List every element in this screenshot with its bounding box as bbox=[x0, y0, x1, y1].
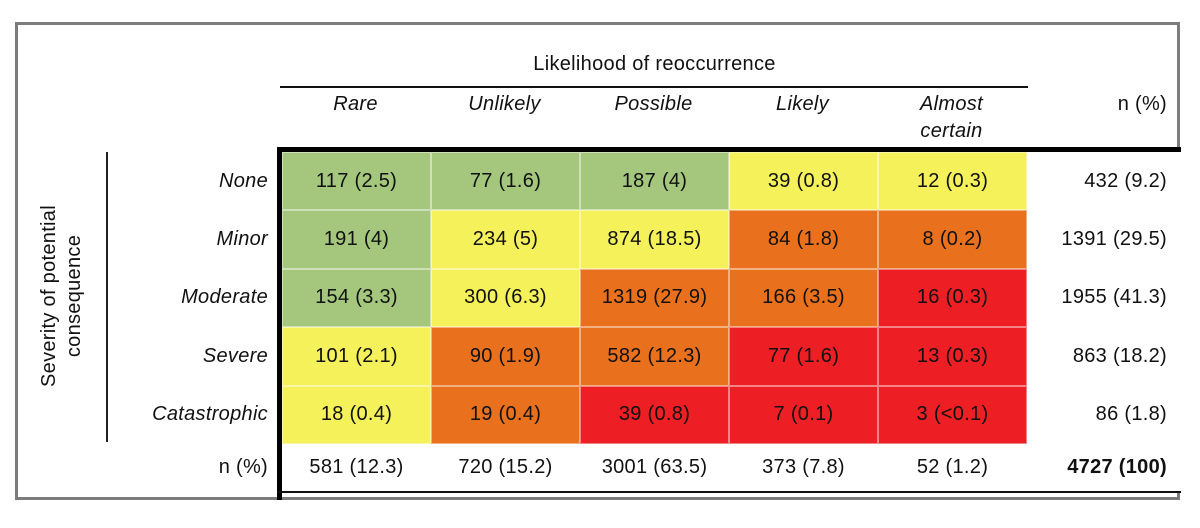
severity-axis-title-text: Severity of potential consequence bbox=[38, 205, 85, 387]
column-total-cell: 373 (7.8) bbox=[729, 443, 878, 491]
matrix-cell: 154 (3.3) bbox=[282, 268, 431, 328]
row-label-total: n (%) bbox=[218, 455, 268, 478]
column-header-label: Almost certain bbox=[920, 93, 983, 142]
matrix-left-border bbox=[277, 147, 282, 500]
row-total-cell: 863 (18.2) bbox=[1027, 327, 1180, 386]
matrix-cell: 3 (<0.1) bbox=[878, 385, 1027, 444]
column-header-possible: Possible bbox=[579, 91, 728, 145]
likelihood-axis-title: Likelihood of reoccurrence bbox=[533, 53, 776, 75]
column-total-cell: 720 (15.2) bbox=[431, 443, 580, 491]
row-label-severe: Severe bbox=[202, 344, 268, 367]
column-total-cell: 581 (12.3) bbox=[282, 443, 431, 491]
column-header-label: Possible bbox=[614, 93, 693, 115]
matrix-grid: 117 (2.5) 77 (1.6) 187 (4) 39 (0.8) 12 (0.3)… bbox=[282, 152, 1180, 491]
likelihood-axis-underline bbox=[280, 86, 1028, 88]
column-header-almost-certain: Almost certain bbox=[877, 91, 1026, 145]
matrix-cell: 39 (0.8) bbox=[580, 385, 729, 444]
matrix-cell: 90 (1.9) bbox=[431, 327, 580, 386]
row-total-cell: 1391 (29.5) bbox=[1027, 210, 1180, 269]
matrix-cell: 77 (1.6) bbox=[431, 152, 580, 211]
column-header-row: Rare Unlikely Possible Likely Almost certain… bbox=[281, 91, 1180, 145]
matrix-cell: 18 (0.4) bbox=[282, 385, 431, 444]
row-label-catastrophic: Catastrophic bbox=[152, 403, 268, 426]
matrix-cell: 187 (4) bbox=[580, 152, 729, 211]
column-header-label: Rare bbox=[333, 93, 378, 115]
matrix-cell: 77 (1.6) bbox=[729, 327, 878, 386]
row-total-cell: 1955 (41.3) bbox=[1027, 268, 1180, 328]
table-bottom-border bbox=[277, 491, 1181, 493]
matrix-cell: 300 (6.3) bbox=[431, 268, 580, 328]
column-header-likely: Likely bbox=[728, 91, 877, 145]
matrix-cell: 874 (18.5) bbox=[580, 210, 729, 269]
matrix-cell: 13 (0.3) bbox=[878, 327, 1027, 386]
row-label-minor: Minor bbox=[216, 228, 268, 251]
matrix-cell: 582 (12.3) bbox=[580, 327, 729, 386]
matrix-cell: 117 (2.5) bbox=[282, 152, 431, 211]
column-header-label: Likely bbox=[776, 93, 829, 115]
severity-axis-line bbox=[106, 152, 108, 442]
matrix-cell: 84 (1.8) bbox=[729, 210, 878, 269]
column-header-label: Unlikely bbox=[468, 93, 541, 115]
matrix-cell: 1319 (27.9) bbox=[580, 268, 729, 328]
matrix-cell: 8 (0.2) bbox=[878, 210, 1027, 269]
matrix-cell: 16 (0.3) bbox=[878, 268, 1027, 328]
row-label-column: None Minor Moderate Severe Catastrophic n (%) bbox=[100, 152, 268, 491]
row-label-moderate: Moderate bbox=[181, 286, 268, 309]
matrix-cell: 7 (0.1) bbox=[729, 385, 878, 444]
matrix-cell: 234 (5) bbox=[431, 210, 580, 269]
row-label-none: None bbox=[218, 169, 268, 192]
column-header-unlikely: Unlikely bbox=[430, 91, 579, 145]
matrix-cell: 166 (3.5) bbox=[729, 268, 878, 328]
column-total-cell: 52 (1.2) bbox=[878, 443, 1027, 491]
row-total-cell: 86 (1.8) bbox=[1027, 385, 1180, 444]
matrix-cell: 19 (0.4) bbox=[431, 385, 580, 444]
grand-total-cell: 4727 (100) bbox=[1027, 443, 1180, 491]
matrix-cell: 39 (0.8) bbox=[729, 152, 878, 211]
column-header-rare: Rare bbox=[281, 91, 430, 145]
matrix-cell: 191 (4) bbox=[282, 210, 431, 269]
severity-axis-title: Severity of potential consequence bbox=[22, 150, 102, 442]
row-total-cell: 432 (9.2) bbox=[1027, 152, 1180, 211]
matrix-top-border bbox=[277, 147, 1181, 152]
column-total-cell: 3001 (63.5) bbox=[580, 443, 729, 491]
matrix-cell: 12 (0.3) bbox=[878, 152, 1027, 211]
matrix-cell: 101 (2.1) bbox=[282, 327, 431, 386]
column-header-total: n (%) bbox=[1117, 93, 1167, 115]
